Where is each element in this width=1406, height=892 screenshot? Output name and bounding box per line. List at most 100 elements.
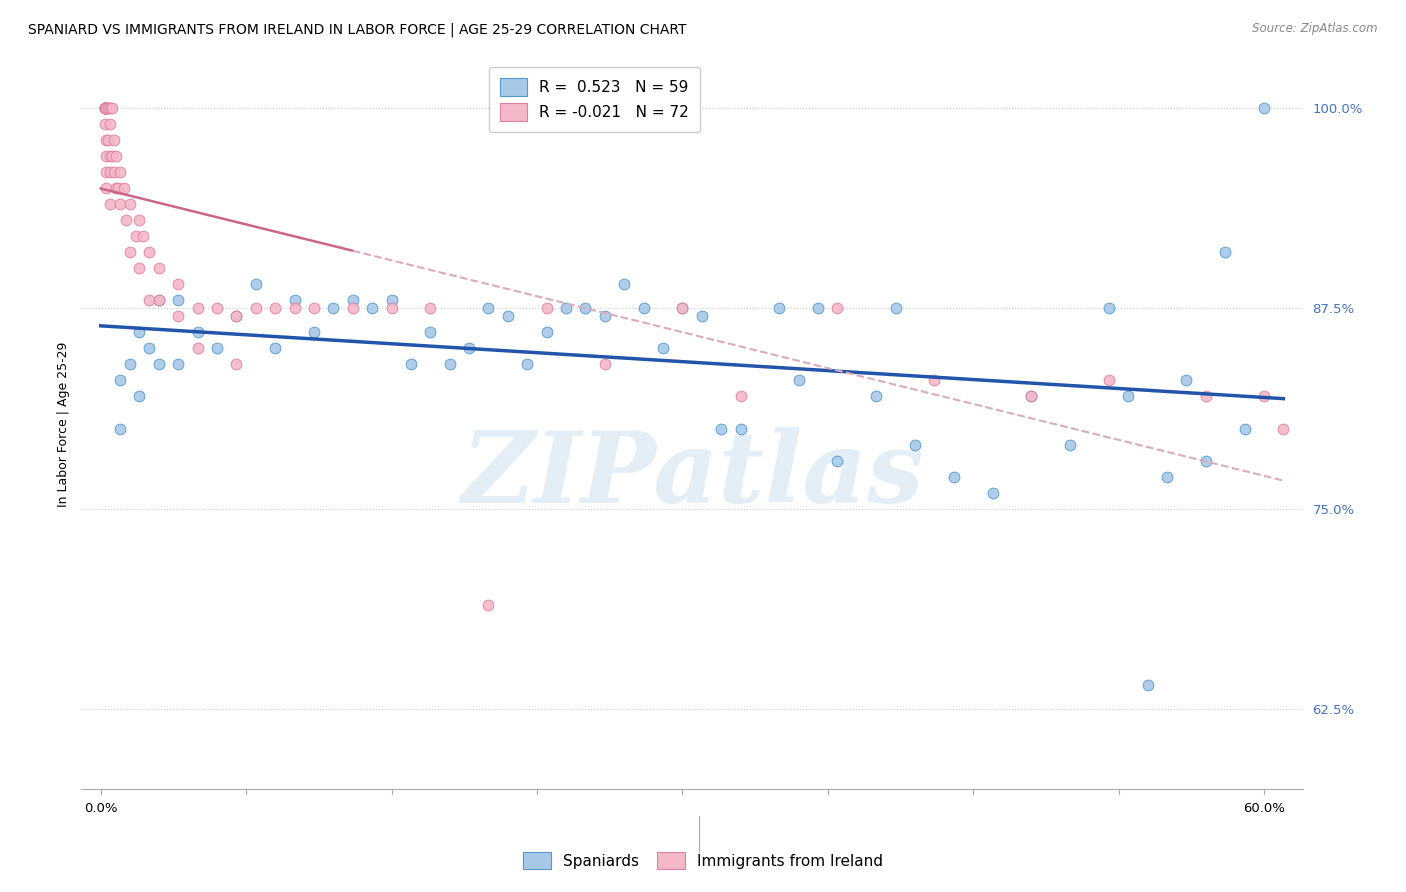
Text: ZIPatlas: ZIPatlas — [461, 427, 924, 524]
Point — [690, 310, 713, 324]
Point — [93, 101, 115, 115]
Point — [1021, 389, 1043, 403]
Point — [399, 358, 422, 372]
Point — [96, 181, 118, 195]
Point — [93, 101, 115, 115]
Point — [671, 301, 693, 316]
Point — [419, 326, 441, 340]
Point — [1272, 421, 1295, 435]
Point — [100, 149, 122, 163]
Point — [477, 301, 499, 316]
Point — [827, 301, 849, 316]
Point — [1021, 389, 1043, 403]
Point — [96, 101, 118, 115]
Point — [555, 301, 578, 316]
Point — [1213, 245, 1236, 260]
Point — [807, 301, 830, 316]
Point — [124, 229, 146, 244]
Point — [613, 277, 636, 292]
Point — [225, 310, 247, 324]
Point — [118, 197, 141, 211]
Text: SPANIARD VS IMMIGRANTS FROM IRELAND IN LABOR FORCE | AGE 25-29 CORRELATION CHART: SPANIARD VS IMMIGRANTS FROM IRELAND IN L… — [28, 22, 686, 37]
Point — [96, 149, 118, 163]
Point — [342, 301, 364, 316]
Point — [302, 326, 325, 340]
Point — [103, 133, 125, 147]
Point — [93, 101, 115, 115]
Point — [93, 101, 115, 115]
Point — [730, 389, 752, 403]
Point — [671, 301, 693, 316]
Point — [118, 358, 141, 372]
Point — [108, 165, 131, 179]
Point — [1098, 301, 1121, 316]
Point — [652, 342, 675, 356]
Point — [96, 101, 118, 115]
Point — [108, 373, 131, 387]
Point — [827, 453, 849, 467]
Point — [264, 301, 287, 316]
Point — [322, 301, 344, 316]
Point — [981, 485, 1004, 500]
Point — [167, 358, 190, 372]
Point — [1098, 373, 1121, 387]
Point — [593, 310, 616, 324]
Point — [148, 293, 170, 308]
Legend: R =  0.523   N = 59, R = -0.021   N = 72: R = 0.523 N = 59, R = -0.021 N = 72 — [489, 67, 700, 131]
Point — [884, 301, 907, 316]
Point — [439, 358, 461, 372]
Point — [100, 101, 122, 115]
Point — [574, 301, 596, 316]
Point — [100, 117, 122, 131]
Point — [730, 421, 752, 435]
Point — [138, 342, 160, 356]
Point — [380, 293, 402, 308]
Point — [96, 165, 118, 179]
Point — [516, 358, 538, 372]
Point — [245, 301, 267, 316]
Text: Source: ZipAtlas.com: Source: ZipAtlas.com — [1253, 22, 1378, 36]
Point — [1116, 389, 1139, 403]
Point — [593, 358, 616, 372]
Point — [1253, 389, 1275, 403]
Point — [187, 301, 209, 316]
Point — [342, 293, 364, 308]
Point — [284, 293, 307, 308]
Point — [187, 342, 209, 356]
Point — [1195, 389, 1218, 403]
Point — [97, 101, 120, 115]
Point — [101, 149, 124, 163]
Point — [93, 101, 115, 115]
Point — [93, 101, 115, 115]
Point — [100, 165, 122, 179]
Point — [205, 342, 228, 356]
Point — [205, 301, 228, 316]
Point — [904, 437, 927, 451]
Point — [1059, 437, 1081, 451]
Point — [128, 213, 150, 227]
Text: 60.0%: 60.0% — [1243, 802, 1285, 815]
Point — [1253, 101, 1275, 115]
Point — [264, 342, 287, 356]
Point — [477, 598, 499, 612]
Point — [419, 301, 441, 316]
Point — [225, 358, 247, 372]
Point — [1175, 373, 1198, 387]
Point — [108, 421, 131, 435]
Point — [536, 301, 558, 316]
Point — [865, 389, 887, 403]
Point — [187, 326, 209, 340]
Point — [100, 197, 122, 211]
Point — [93, 101, 115, 115]
Point — [103, 165, 125, 179]
Point — [101, 101, 124, 115]
Text: 0.0%: 0.0% — [84, 802, 118, 815]
Point — [138, 245, 160, 260]
Point — [118, 245, 141, 260]
Point — [924, 373, 946, 387]
Point — [115, 213, 138, 227]
Point — [96, 101, 118, 115]
Point — [284, 301, 307, 316]
Point — [108, 197, 131, 211]
Point — [128, 326, 150, 340]
